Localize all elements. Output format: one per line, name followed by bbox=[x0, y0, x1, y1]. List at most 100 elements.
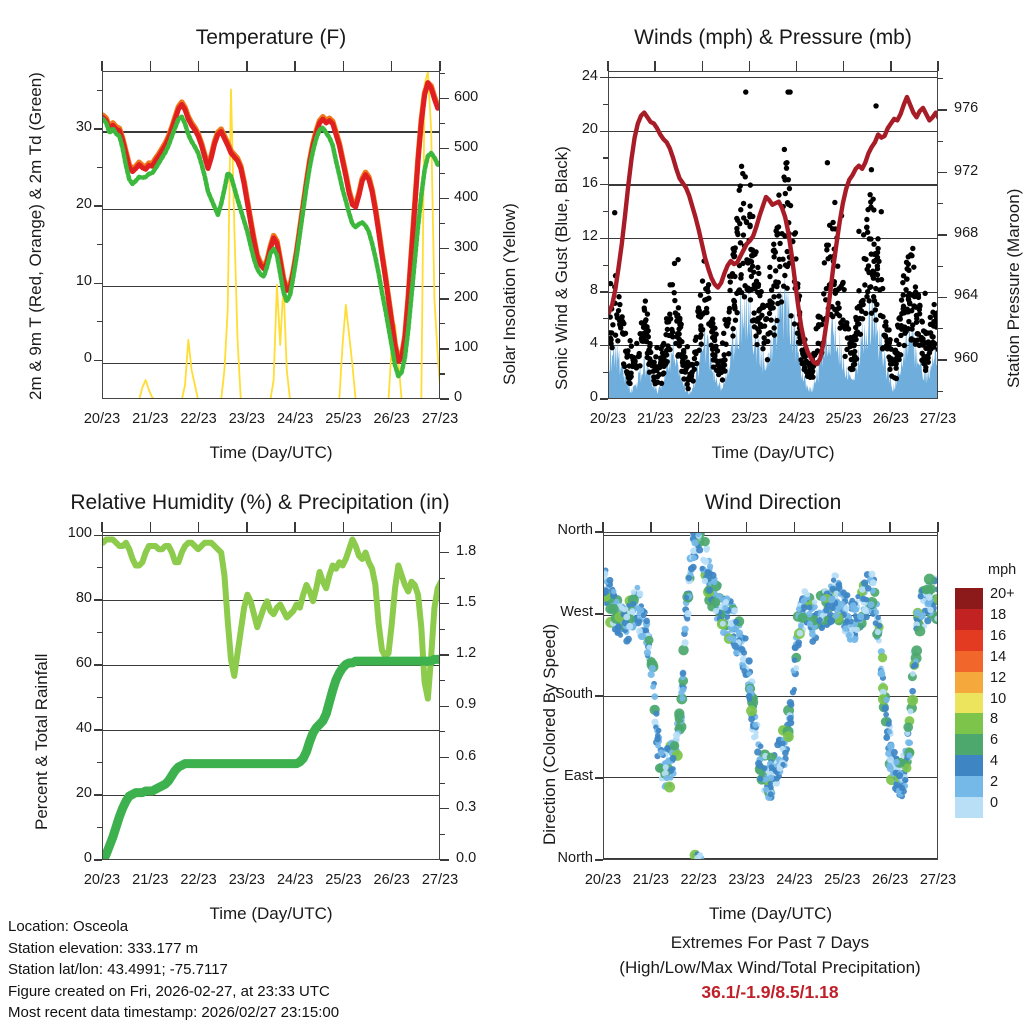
minor-tick-mark bbox=[938, 234, 943, 236]
wind-direction-plot bbox=[603, 532, 938, 860]
minor-tick-mark bbox=[97, 282, 102, 284]
tick-mark bbox=[602, 522, 604, 532]
tick-mark bbox=[246, 61, 248, 71]
minor-tick-mark bbox=[938, 140, 943, 142]
gridline bbox=[609, 77, 937, 79]
winds-traces bbox=[609, 89, 937, 398]
tick-mark bbox=[101, 61, 103, 71]
gridline bbox=[604, 857, 937, 859]
minor-tick-mark bbox=[440, 323, 445, 325]
metadata-line: Figure created on Fri, 2026-02-27, at 23… bbox=[8, 982, 330, 1000]
minor-tick-mark bbox=[97, 205, 102, 207]
minor-tick-mark bbox=[97, 664, 102, 666]
colorbar-segment bbox=[955, 650, 983, 673]
temperature-xtick: 26/23 bbox=[373, 411, 410, 427]
winds-plot bbox=[608, 71, 938, 399]
gridline bbox=[103, 362, 439, 364]
minor-tick-mark bbox=[603, 264, 608, 266]
temperature-xtick: 23/23 bbox=[228, 411, 265, 427]
tick-mark bbox=[701, 61, 703, 71]
temperature-ytick: 0 bbox=[83, 350, 92, 367]
tick-mark bbox=[439, 61, 441, 71]
minor-tick-mark bbox=[440, 680, 445, 682]
tick-mark bbox=[101, 522, 103, 532]
tick-mark bbox=[745, 522, 748, 532]
gridline bbox=[609, 238, 937, 240]
extremes-title: Extremes For Past 7 Days bbox=[670, 933, 870, 952]
humidity-xtick: 25/23 bbox=[325, 872, 362, 888]
wind-direction-ylabel: Direction (Colored By Speed) bbox=[540, 623, 559, 845]
wind-ytick: 8 bbox=[589, 281, 598, 298]
humidity-title: Relative Humidity (%) & Precipitation (i… bbox=[70, 491, 450, 514]
minor-tick-mark bbox=[603, 318, 608, 320]
humidity-ytick: 0 bbox=[83, 850, 92, 866]
minor-tick-mark bbox=[97, 321, 102, 323]
tick-mark bbox=[698, 522, 700, 532]
colorbar-tick-label: 20+ bbox=[990, 586, 1015, 602]
minor-tick-mark bbox=[97, 567, 102, 569]
tick-mark bbox=[650, 522, 652, 532]
tick-mark bbox=[748, 61, 751, 71]
humidity-xtick: 22/23 bbox=[180, 872, 217, 888]
precip-ytick: 0.6 bbox=[456, 747, 477, 764]
direction-xtick: 27/23 bbox=[919, 872, 957, 888]
precip-ytick: 1.2 bbox=[456, 645, 477, 661]
wind-xtick: 22/23 bbox=[684, 411, 721, 427]
temperature-ytick: 20 bbox=[75, 196, 92, 213]
minor-tick-mark bbox=[603, 291, 608, 293]
tick-mark bbox=[793, 522, 796, 532]
tick-mark bbox=[440, 859, 449, 861]
wind-ytick: 16 bbox=[581, 174, 598, 191]
winds-xlabel: Time (Day/UTC) bbox=[711, 443, 835, 462]
tick-mark bbox=[595, 777, 603, 779]
temperature-ytick: 10 bbox=[75, 273, 92, 290]
humidity-xtick: 20/23 bbox=[83, 872, 121, 888]
minor-tick-mark bbox=[440, 72, 445, 75]
direction-xtick: 24/23 bbox=[776, 872, 813, 888]
temperature-ylabel-right: Solar Insolation (Yellow) bbox=[500, 203, 519, 385]
tick-mark bbox=[600, 76, 608, 79]
minor-tick-mark bbox=[97, 761, 102, 764]
humidity-ytick: 80 bbox=[75, 590, 92, 607]
minor-tick-mark bbox=[97, 359, 102, 361]
gridline bbox=[103, 285, 439, 287]
direction-ytick: East bbox=[563, 768, 593, 784]
minor-tick-mark bbox=[440, 551, 445, 554]
minor-tick-mark bbox=[440, 654, 445, 656]
colorbar-tick-label: 18 bbox=[990, 606, 1007, 623]
minor-tick-mark bbox=[603, 371, 608, 373]
minor-tick-mark bbox=[440, 373, 445, 375]
minor-tick-mark bbox=[440, 348, 445, 350]
wind-ytick: 0 bbox=[589, 389, 598, 405]
minor-tick-mark bbox=[440, 782, 445, 784]
metadata-line: Location: Osceola bbox=[8, 918, 129, 935]
direction-xtick: 20/23 bbox=[584, 872, 622, 888]
pressure-ytick: 964 bbox=[954, 287, 979, 304]
pressure-ytick: 960 bbox=[954, 349, 979, 366]
tick-mark bbox=[440, 398, 449, 400]
precip-ytick: 0.3 bbox=[456, 798, 477, 815]
humidity-ytick: 100 bbox=[67, 525, 92, 542]
wind-xtick: 20/23 bbox=[589, 411, 627, 427]
extremes-summary: Extremes For Past 7 Days (High/Low/Max W… bbox=[560, 930, 980, 1005]
solar-ytick: 300 bbox=[454, 238, 479, 255]
direction-ytick: North bbox=[557, 522, 593, 538]
pressure-ytick: 976 bbox=[954, 100, 979, 117]
colorbar-segment bbox=[955, 755, 983, 777]
tick-mark bbox=[937, 522, 939, 532]
tick-mark bbox=[937, 61, 939, 71]
solar-ytick: 400 bbox=[454, 188, 479, 205]
minor-tick-mark bbox=[603, 184, 608, 186]
direction-xtick: 25/23 bbox=[824, 872, 861, 888]
tick-mark bbox=[600, 398, 608, 400]
gridline bbox=[103, 729, 439, 732]
minor-tick-mark bbox=[603, 157, 608, 159]
colorbar-tick-label: 12 bbox=[990, 669, 1007, 686]
tick-mark bbox=[595, 859, 603, 861]
wind-xtick: 23/23 bbox=[731, 411, 768, 427]
minor-tick-mark bbox=[97, 599, 102, 601]
gridline bbox=[609, 184, 937, 186]
minor-tick-mark bbox=[938, 390, 943, 392]
wind-xtick: 25/23 bbox=[825, 411, 862, 427]
minor-tick-mark bbox=[440, 298, 445, 300]
